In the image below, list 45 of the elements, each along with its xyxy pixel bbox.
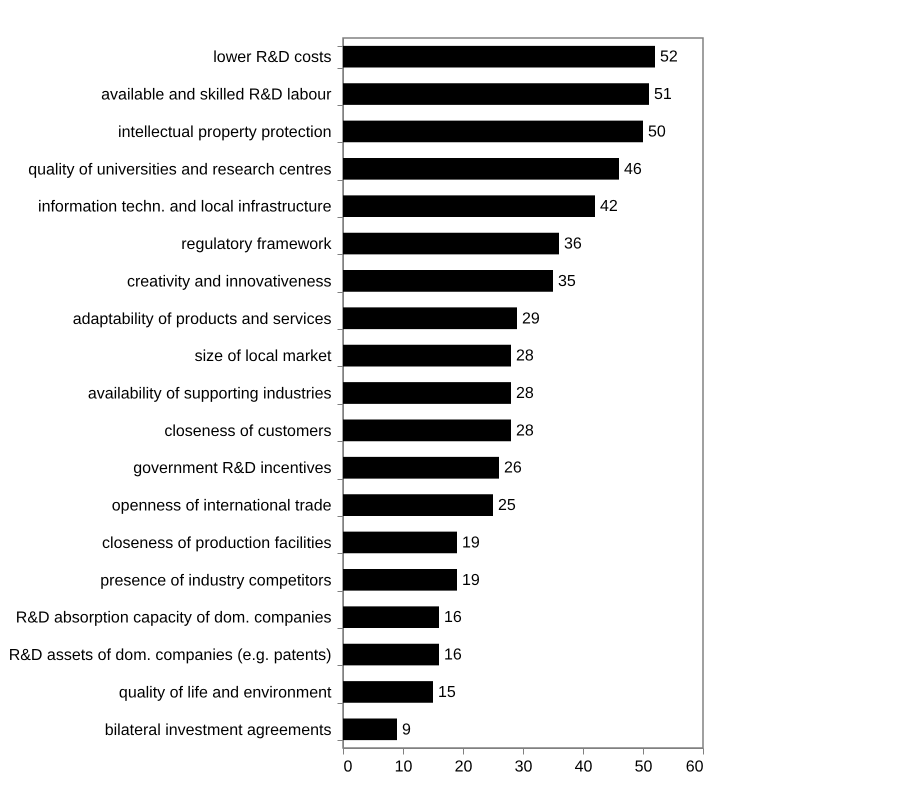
- data-label: 46: [624, 160, 642, 178]
- y-tick-label: adaptability of products and services: [72, 310, 332, 328]
- x-tick-label: 60: [686, 758, 704, 776]
- x-tick-label: 30: [514, 758, 532, 776]
- y-tick-label: quality of life and environment: [118, 684, 332, 702]
- y-tick-label: R&D absorption capacity of dom. companies: [16, 610, 332, 627]
- y-tick-label: intellectual property protection: [118, 124, 332, 141]
- data-label: 19: [462, 572, 480, 589]
- data-label: 42: [600, 198, 618, 216]
- y-tick-label: regulatory framework: [181, 236, 332, 254]
- y-tick-label: information techn. and local infrastructure: [38, 198, 332, 216]
- y-tick-label: size of local market: [194, 348, 332, 366]
- data-label: 51: [654, 86, 672, 104]
- data-label: 28: [516, 422, 534, 440]
- data-label: 9: [402, 721, 411, 738]
- x-tick-label: 40: [574, 758, 592, 776]
- y-tick-label: available and skilled R&D labour: [101, 86, 332, 104]
- y-tick-label: lower R&D costs: [213, 49, 332, 66]
- x-tick-label: 20: [454, 758, 472, 776]
- data-label: 52: [660, 48, 678, 66]
- x-tick-label: 10: [394, 758, 412, 776]
- data-label: 15: [438, 684, 456, 701]
- data-label: 16: [444, 646, 462, 664]
- data-label: 25: [498, 497, 516, 514]
- y-tick-label: bilateral investment agreements: [104, 722, 332, 739]
- data-label: 35: [558, 272, 576, 290]
- y-tick-label: closeness of production facilities: [102, 534, 332, 552]
- data-label: 28: [516, 348, 534, 365]
- y-tick-label: openness of international trade: [112, 498, 332, 515]
- y-tick-label: availability of supporting industries: [88, 386, 332, 402]
- y-tick-label: presence of industry competitors: [100, 572, 332, 590]
- y-tick-label: creativity and innovativeness: [126, 273, 332, 290]
- data-label: 50: [648, 123, 666, 140]
- y-tick-label: closeness of customers: [164, 422, 332, 440]
- y-tick-label: government R&D incentives: [133, 460, 332, 478]
- data-label: 16: [444, 609, 462, 626]
- data-label: 19: [462, 534, 480, 552]
- y-tick-label: quality of universities and research centres: [28, 161, 332, 178]
- x-tick-label: 50: [634, 758, 652, 776]
- data-label: 29: [522, 310, 540, 328]
- data-label: 28: [516, 385, 534, 402]
- x-tick-label: 0: [344, 758, 352, 776]
- data-label: 36: [564, 236, 582, 253]
- data-label: 26: [504, 460, 522, 477]
- y-tick-label: R&D assets of dom. companies (e.g. patents): [8, 647, 332, 664]
